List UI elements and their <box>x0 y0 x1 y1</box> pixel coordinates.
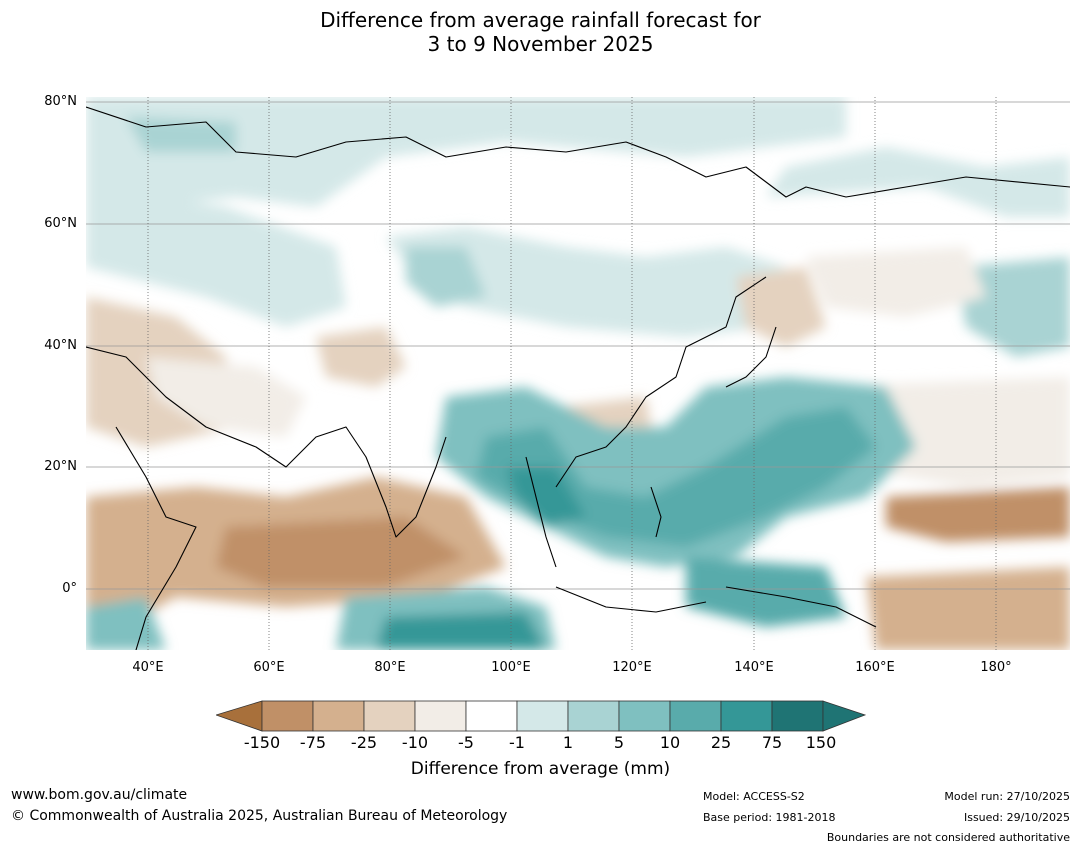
colorbar-segment <box>567 700 620 732</box>
lon-label-60e: 60°E <box>253 660 285 675</box>
colorbar-segments <box>261 700 824 732</box>
colorbar-tick: 150 <box>805 733 837 752</box>
colorbar <box>216 700 866 732</box>
lat-label-0: 0° <box>62 581 77 596</box>
website-link[interactable]: www.bom.gov.au/climate <box>11 787 188 803</box>
lat-label-60n: 60°N <box>44 216 77 231</box>
anomaly-field <box>86 97 1070 650</box>
colorbar-segment <box>465 700 518 732</box>
colorbar-segment <box>414 700 467 732</box>
rainfall-anomaly-map <box>86 97 1070 650</box>
colorbar-tick: -25 <box>350 733 378 752</box>
colorbar-segment <box>312 700 365 732</box>
colorbar-tick: 25 <box>710 733 732 752</box>
colorbar-tick: 1 <box>562 733 574 752</box>
colorbar-segment <box>516 700 569 732</box>
colorbar-tick: -75 <box>299 733 327 752</box>
colorbar-segment <box>363 700 416 732</box>
lon-label-140e: 140°E <box>734 660 774 675</box>
issued-info: Issued: 29/10/2025 <box>963 811 1070 824</box>
model-run-info: Model run: 27/10/2025 <box>944 790 1070 803</box>
colorbar-segment <box>669 700 722 732</box>
copyright-text: © Commonwealth of Australia 2025, Austra… <box>11 808 508 824</box>
colorbar-arrow-high <box>822 700 866 732</box>
base-period-info: Base period: 1981-2018 <box>703 811 836 824</box>
coastlines <box>86 106 1070 650</box>
colorbar-tick: 75 <box>761 733 783 752</box>
longitude-gridlines <box>147 97 997 650</box>
boundaries-disclaimer: Boundaries are not considered authoritat… <box>826 831 1070 844</box>
colorbar-tick: 5 <box>613 733 625 752</box>
colorbar-segment <box>771 700 824 732</box>
lat-label-40n: 40°N <box>44 338 77 353</box>
colorbar-tick: -1 <box>509 733 525 752</box>
colorbar-tick: -10 <box>401 733 429 752</box>
lat-label-80n: 80°N <box>44 94 77 109</box>
colorbar-tick: -5 <box>458 733 474 752</box>
lat-label-20n: 20°N <box>44 459 77 474</box>
lon-label-80e: 80°E <box>374 660 406 675</box>
title-line-2: 3 to 9 November 2025 <box>427 32 654 56</box>
colorbar-segment <box>261 700 314 732</box>
colorbar-segment <box>618 700 671 732</box>
title-line-1: Difference from average rainfall forecas… <box>320 8 761 32</box>
colorbar-label: Difference from average (mm) <box>410 759 671 779</box>
map-title: Difference from average rainfall forecas… <box>0 8 1081 56</box>
lon-label-40e: 40°E <box>132 660 164 675</box>
colorbar-tick: -150 <box>243 733 281 752</box>
model-info: Model: ACCESS-S2 <box>703 790 805 803</box>
colorbar-arrow-low <box>216 700 263 732</box>
lon-label-100e: 100°E <box>491 660 531 675</box>
latitude-gridlines <box>86 101 1070 590</box>
colorbar-tick: 10 <box>659 733 681 752</box>
colorbar-segment <box>720 700 773 732</box>
lon-label-120e: 120°E <box>612 660 652 675</box>
lon-label-180: 180° <box>980 660 1012 675</box>
lon-label-160e: 160°E <box>855 660 895 675</box>
